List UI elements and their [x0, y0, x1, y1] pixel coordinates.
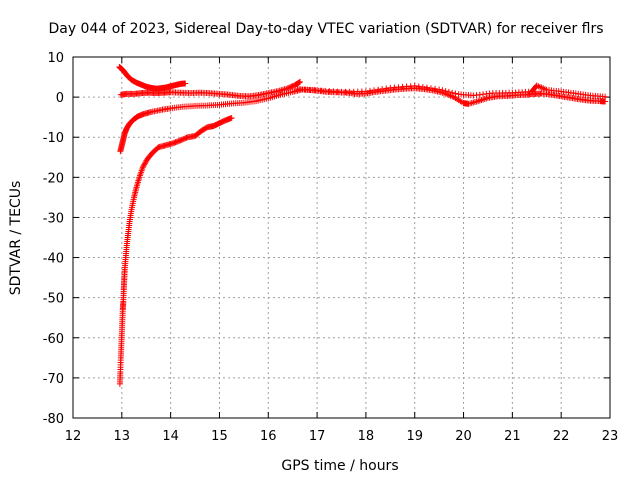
data-point: [419, 84, 426, 91]
data-point: [375, 86, 382, 93]
y-tick-label: -40: [43, 252, 64, 267]
data-point: [383, 85, 390, 92]
data-point: [432, 85, 439, 92]
data-point: [182, 80, 189, 87]
y-tick-label: -10: [43, 131, 64, 146]
data-point: [141, 161, 148, 168]
data-point: [371, 87, 378, 94]
data-point: [452, 90, 459, 97]
y-tick-label: -50: [43, 292, 64, 307]
data-points: [116, 64, 609, 387]
y-tick-label: 10: [47, 51, 64, 66]
x-tick-label: 12: [65, 429, 82, 444]
data-point: [445, 88, 452, 95]
x-tick-label: 14: [162, 429, 179, 444]
data-point: [228, 114, 235, 121]
y-tick-label: -80: [43, 412, 64, 427]
data-point: [428, 85, 434, 92]
chart-title: Day 044 of 2023, Sidereal Day-to-day VTE…: [48, 21, 603, 37]
data-point: [436, 86, 443, 93]
x-tick-label: 20: [455, 429, 472, 444]
data-point: [442, 88, 449, 95]
x-tick-label: 21: [504, 429, 521, 444]
x-tick-label: 18: [358, 429, 375, 444]
series-deep-descent-track: [116, 114, 235, 387]
x-axis: 12 13 14 15 16 17 18 19 20 21 22 23: [65, 57, 619, 444]
y-axis-title: SDTVAR / TECUs: [8, 181, 24, 296]
data-point: [423, 84, 430, 91]
data-point: [362, 88, 369, 95]
data-point: [602, 93, 609, 100]
x-tick-label: 19: [406, 429, 423, 444]
plot-frame: [72, 56, 611, 419]
x-tick-label: 22: [553, 429, 570, 444]
x-axis-title: GPS time / hours: [281, 458, 398, 474]
series-upper-falling-track: [116, 64, 189, 92]
y-tick-label: -20: [43, 171, 64, 186]
grid: [73, 57, 610, 418]
x-tick-label: 16: [260, 429, 277, 444]
series-flat-near-zero-track: [117, 78, 304, 100]
series-late-day-upper-track: [299, 82, 609, 100]
data-point: [449, 89, 456, 96]
data-point: [379, 86, 386, 93]
x-tick-label: 13: [114, 429, 131, 444]
data-point: [297, 78, 304, 85]
x-tick-label: 15: [211, 429, 228, 444]
y-tick-label: -60: [43, 332, 64, 347]
y-tick-label: -30: [43, 211, 64, 226]
data-point: [366, 87, 373, 94]
data-point: [296, 79, 303, 86]
data-point: [439, 87, 446, 94]
x-tick-label: 17: [309, 429, 326, 444]
series-lower-rising-track: [117, 86, 306, 155]
y-axis: 10 0 -10 -20 -30 -40 -50 -60 -70 -80: [43, 51, 610, 427]
data-point: [142, 160, 149, 167]
y-tick-label: -70: [43, 372, 64, 387]
y-tick-label: 0: [56, 91, 64, 106]
data-point: [415, 83, 422, 90]
data-point: [411, 82, 418, 89]
data-point: [142, 158, 149, 165]
data-point: [140, 162, 147, 169]
x-tick-label: 23: [602, 429, 619, 444]
data-point: [139, 164, 146, 171]
